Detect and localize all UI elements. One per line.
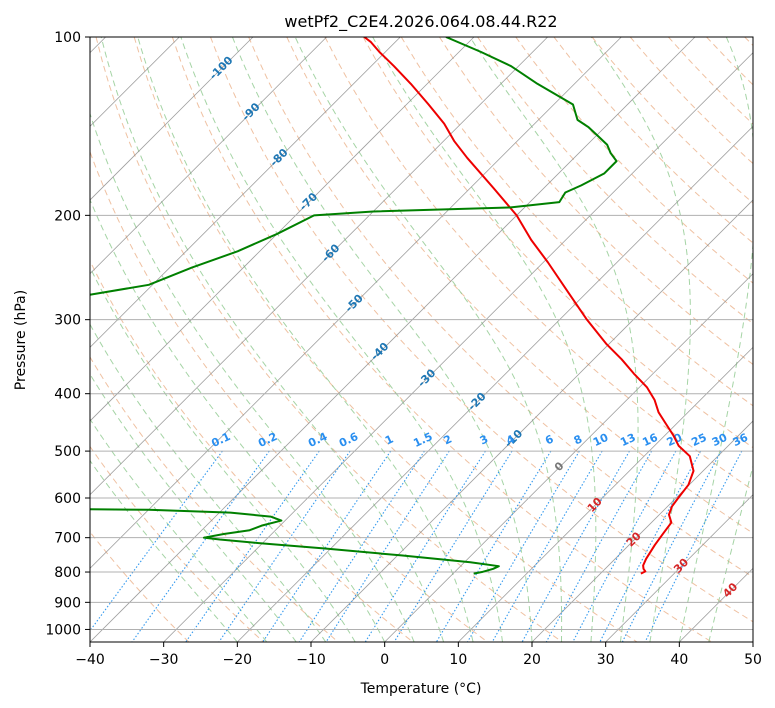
x-tick-label: 20	[523, 652, 541, 668]
moist-adiabat-line	[372, 37, 597, 642]
mixing-ratio-line	[621, 450, 722, 642]
isotherm-line	[90, 37, 401, 348]
mixing-ratio-line	[364, 450, 486, 642]
isotherm-line	[163, 52, 753, 642]
dry-adiabat-line	[324, 37, 753, 491]
isotherm-line	[384, 273, 753, 642]
isotherm-line	[90, 37, 254, 201]
moist-adiabat-line	[90, 266, 356, 642]
moist-adiabat-line	[294, 37, 563, 642]
x-tick-label: −30	[149, 652, 179, 668]
dry-adiabat-line	[90, 445, 264, 642]
dry-adiabat-line	[439, 37, 753, 366]
dry-adiabat-line	[248, 37, 753, 578]
x-axis: −40 −30 −20 −10 0 10 20 30 40 50	[75, 642, 762, 668]
isotherm-line	[237, 125, 753, 642]
x-tick-label: 10	[449, 652, 467, 668]
x-tick-label: 50	[744, 652, 762, 668]
x-axis-label: Temperature (°C)	[360, 681, 482, 697]
mixing-ratio-label: 36	[731, 431, 751, 449]
mixing-ratio-label: 30	[710, 431, 730, 449]
x-tick-label: 0	[380, 652, 389, 668]
y-tick-label: 900	[54, 595, 81, 611]
mixing-ratio-label: 16	[640, 431, 660, 449]
mixing-ratio-line	[185, 450, 320, 642]
y-tick-label: 100	[54, 30, 81, 46]
dry-adiabat-line	[171, 37, 712, 642]
dry-adiabat-line	[133, 37, 638, 642]
mixing-ratio-line	[90, 450, 223, 632]
y-axis: 100 200 300 400 500 600 700 800 900 1000	[45, 30, 90, 638]
isotherm-line	[90, 37, 475, 422]
dewpoint-profile-line	[90, 37, 618, 575]
mixing-ratio-line	[491, 450, 603, 642]
dry-adiabat-line	[90, 356, 339, 642]
mixing-ratio-line	[572, 450, 677, 642]
x-tick-label: −20	[223, 652, 253, 668]
x-tick-label: 40	[670, 652, 688, 668]
plot-frame	[89, 36, 754, 643]
moist-adiabat-line	[180, 37, 504, 642]
moist-adiabat-line	[90, 459, 238, 642]
y-axis-label: Pressure (hPa)	[13, 290, 29, 390]
mixing-ratio-line	[521, 450, 630, 642]
plot-area	[90, 37, 753, 642]
moist-adiabat-line	[137, 37, 474, 642]
moist-adiabat-line	[469, 37, 639, 642]
mixing-ratio-line	[545, 450, 653, 642]
isotherm-line	[90, 37, 327, 275]
background-lines	[90, 37, 753, 642]
isotherm-line	[90, 37, 548, 496]
isotherm-line	[605, 494, 753, 642]
x-tick-label: −40	[75, 652, 105, 668]
mixing-ratio-line	[218, 450, 351, 642]
x-tick-label: −10	[296, 652, 326, 668]
moist-adiabat-line	[590, 37, 691, 642]
mixing-ratio-line	[298, 450, 425, 642]
data-series	[90, 37, 695, 575]
dry-adiabat-line	[90, 150, 488, 642]
y-tick-label: 300	[54, 313, 81, 329]
moist-adiabat-line	[90, 418, 268, 642]
y-tick-label: 400	[54, 387, 81, 403]
mixing-ratio-label: 10	[591, 431, 611, 449]
moist-adiabat-line	[231, 37, 533, 642]
mixing-ratio-line	[131, 450, 270, 642]
y-tick-label: 200	[54, 208, 81, 224]
moist-adiabat-line	[90, 323, 327, 642]
mixing-ratio-line	[644, 450, 743, 642]
temperature-profile-line	[363, 37, 695, 575]
y-tick-label: 600	[54, 491, 81, 507]
mixing-ratio-line	[393, 450, 513, 642]
isotherm-line	[458, 346, 753, 642]
moist-adiabat-line	[708, 464, 753, 642]
moist-adiabat-line	[100, 37, 445, 642]
chart-title: wetPf2_C2E4.2026.064.08.44.R22	[284, 12, 557, 32]
mixing-ratio-label: 20	[665, 431, 685, 449]
y-tick-label: 800	[54, 565, 81, 581]
dry-adiabat-line	[477, 37, 753, 325]
isotherm-line	[90, 37, 696, 642]
mixing-ratio-line	[599, 450, 702, 642]
moist-adiabat-line	[90, 112, 415, 642]
isotherm-line	[531, 420, 753, 642]
y-tick-label: 700	[54, 531, 81, 547]
dry-adiabat-line	[95, 37, 563, 642]
isotherm-line	[90, 37, 622, 569]
dry-adiabat-line	[210, 37, 753, 623]
moist-adiabat-line	[90, 373, 297, 642]
moist-adiabat-line	[678, 37, 753, 642]
mixing-ratio-label: 13	[618, 431, 637, 449]
isotherm-line	[310, 199, 753, 642]
mixing-ratio-label: 25	[689, 431, 708, 449]
x-tick-label: 30	[597, 652, 615, 668]
y-tick-label: 500	[54, 444, 81, 460]
y-tick-label: 1000	[45, 622, 81, 638]
moist-adiabat-line	[90, 198, 386, 642]
